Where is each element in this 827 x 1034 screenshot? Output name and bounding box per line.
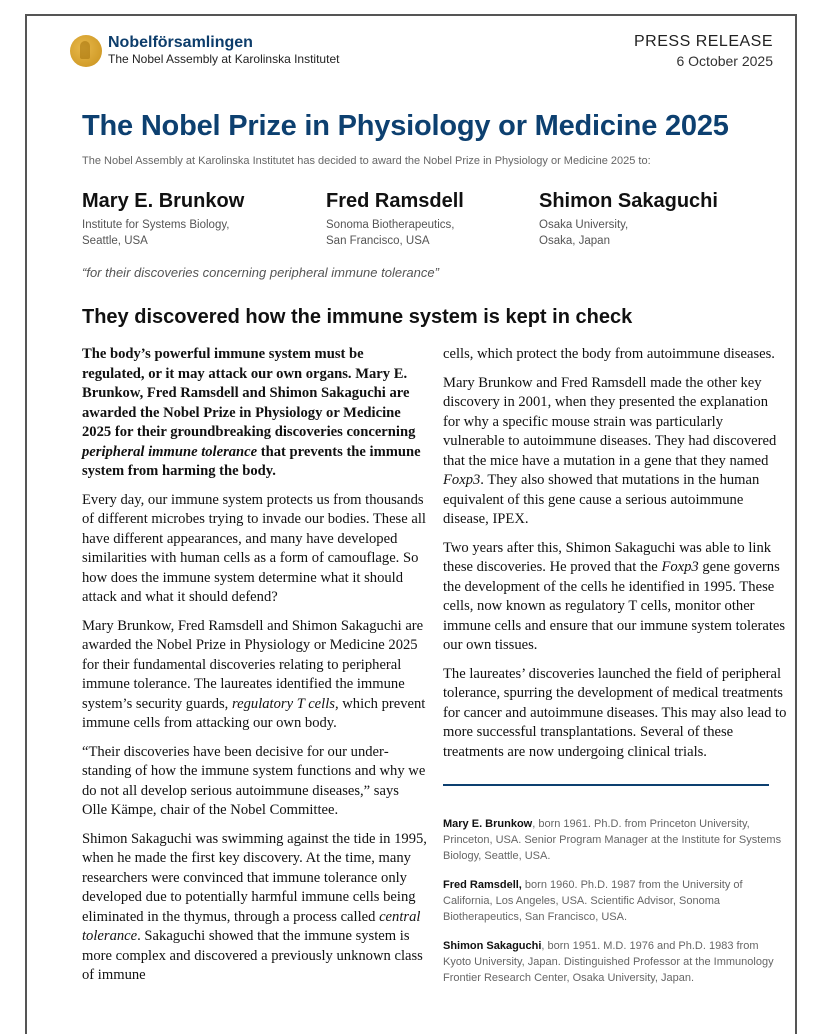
paragraph: Every day, our immune system protects us…	[82, 491, 426, 606]
doc-type: PRESS RELEASE	[634, 33, 773, 50]
laureate: Fred Ramsdell Sonoma Biotherapeutics, San…	[326, 188, 464, 249]
bio: Shimon Sakaguchi, born 1951. M.D. 1976 a…	[443, 940, 774, 984]
motivation: “for their discoveries concerning periph…	[82, 265, 439, 280]
date: 6 October 2025	[676, 53, 773, 69]
page-title: The Nobel Prize in Physiology or Medicin…	[82, 110, 729, 142]
laureate-name: Mary E. Brunkow	[82, 190, 245, 212]
laureate-name: Fred Ramsdell	[326, 190, 464, 212]
paragraph: The laureates’ discoveries launched the …	[443, 665, 787, 760]
laureate-name: Shimon Sakaguchi	[539, 190, 718, 212]
laureate-affiliation: Sonoma Biotherapeutics, San Francisco, US…	[326, 219, 455, 247]
intro: The Nobel Assembly at Karolinska Institu…	[82, 155, 651, 167]
press-info: PRESS RELEASE 6 October 2025	[634, 32, 773, 70]
nobel-medal-icon	[70, 34, 102, 67]
section-heading: They discovered how the immune system is…	[82, 306, 633, 328]
lead-paragraph: The body’s powerful immune system must b…	[82, 346, 421, 479]
page-frame	[25, 14, 797, 1034]
paragraph: Two years after this, Shimon Sakaguchi w…	[443, 539, 786, 654]
bio: Mary E. Brunkow, born 1961. Ph.D. from P…	[443, 818, 782, 862]
left-column: The body’s powerful immune system must b…	[82, 345, 427, 995]
logo-name: Nobelförsamlingen	[108, 34, 253, 51]
paragraph: Shimon Sakaguchi was swimming against th…	[82, 830, 427, 984]
laureate-affiliation: Institute for Systems Biology, Seattle, U…	[82, 219, 230, 247]
paragraph: Mary Brunkow and Fred Ramsdell made the …	[443, 374, 777, 528]
paragraph: cells, which protect the body from autoi…	[443, 346, 775, 362]
divider	[443, 784, 769, 786]
laureate: Shimon Sakaguchi Osaka University, Osaka,…	[539, 188, 718, 249]
bio: Fred Ramsdell, born 1960. Ph.D. 1987 fro…	[443, 879, 743, 923]
right-column: cells, which protect the body from autoi…	[443, 345, 788, 999]
logo-subtitle: The Nobel Assembly at Karolinska Institu…	[108, 52, 340, 66]
quote-paragraph: “Their discoveries have been decisive fo…	[82, 743, 426, 819]
paragraph: Mary Brunkow, Fred Ramsdell and Shimon S…	[82, 617, 426, 732]
laureate: Mary E. Brunkow Institute for Systems Bi…	[82, 188, 244, 249]
logo: Nobelförsamlingen The Nobel Assembly at …	[70, 34, 339, 67]
laureate-affiliation: Osaka University, Osaka, Japan	[539, 219, 629, 247]
